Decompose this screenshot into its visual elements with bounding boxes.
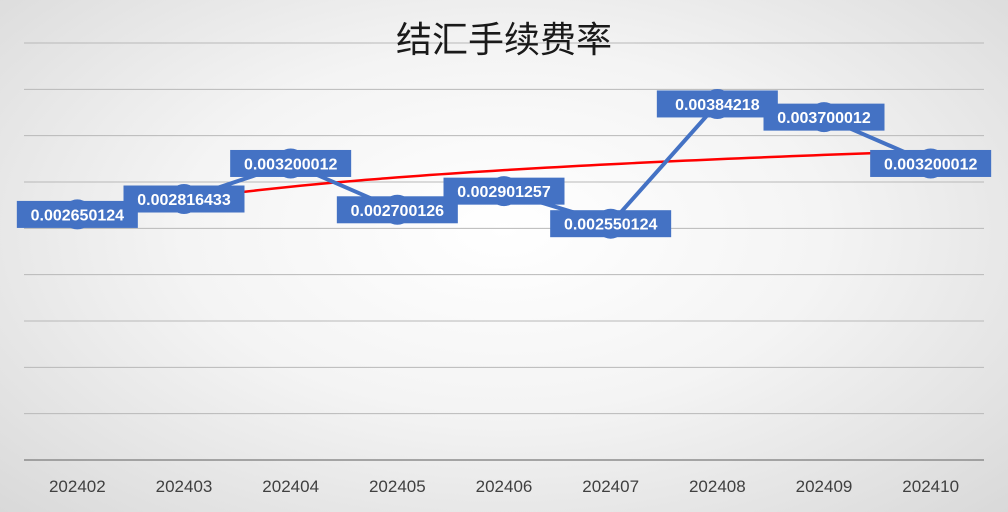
data-label-text: 0.002816433 [137,192,231,209]
data-label-box [656,90,778,118]
data-label: 0.002550124 [550,210,672,238]
data-label-box [550,210,672,238]
data-label-box [230,149,352,177]
data-label: 0.003200012 [230,149,352,177]
data-label: 0.002901257 [443,177,565,205]
chart-title: 结汇手续费率 [396,20,612,61]
data-label-box [443,177,565,205]
x-tick-label: 202409 [796,477,853,496]
data-labels-layer: 0.002650124 0.002816433 0.003200012 0.00270… [16,90,992,238]
data-label-text: 0.002700126 [351,203,445,220]
data-label-text: 0.00384218 [675,97,760,114]
data-label: 0.002700126 [336,196,458,224]
data-label: 0.002816433 [123,185,245,213]
data-label: 0.003700012 [763,103,885,131]
x-axis-ticks: 202402 202403 202404 202405 202406 202407 2024… [49,477,959,496]
data-label: 0.003200012 [870,149,992,177]
data-label-box [336,196,458,224]
x-tick-label: 202408 [689,477,746,496]
data-label-box [763,103,885,131]
data-label-text: 0.003200012 [884,156,978,173]
data-label-text: 0.002901257 [457,184,551,201]
x-tick-label: 202410 [902,477,959,496]
data-label-box [123,185,245,213]
x-tick-label: 202406 [476,477,533,496]
data-label: 0.00384218 [656,90,778,118]
data-label-text: 0.003200012 [244,156,338,173]
data-label-text: 0.003700012 [777,110,871,127]
x-tick-label: 202402 [49,477,106,496]
data-label-box [16,200,138,228]
data-label-text: 0.002550124 [564,217,658,234]
data-label-text: 0.002650124 [31,207,125,224]
x-tick-label: 202403 [156,477,213,496]
x-tick-label: 202407 [582,477,639,496]
x-tick-label: 202404 [262,477,319,496]
x-tick-label: 202405 [369,477,426,496]
data-label-box [870,149,992,177]
data-label: 0.002650124 [16,200,138,228]
